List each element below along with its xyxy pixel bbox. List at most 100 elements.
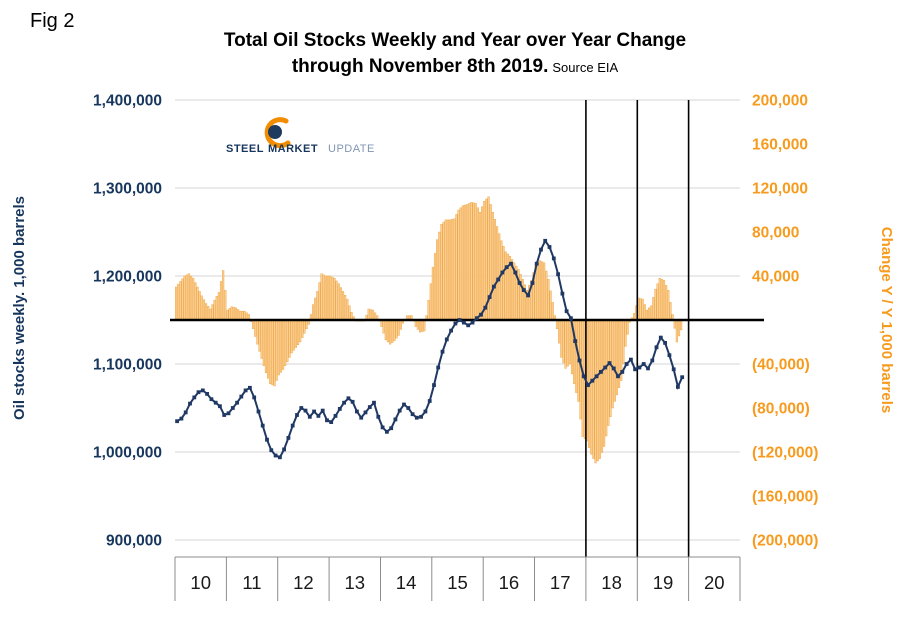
yoy-change-bar — [624, 319, 627, 347]
yoy-change-bar — [341, 291, 345, 321]
oil-stocks-marker — [183, 410, 188, 415]
yoy-change-bar — [461, 205, 464, 321]
oil-stocks-marker — [312, 409, 316, 414]
oil-stocks-marker — [200, 388, 205, 393]
x-axis-year-label: 11 — [242, 572, 261, 593]
oil-stocks-marker — [496, 277, 501, 282]
yoy-change-bar — [219, 281, 223, 321]
oil-stocks-marker — [444, 337, 449, 342]
oil-stocks-marker — [667, 353, 672, 358]
right-axis-tick-label: (160,000) — [752, 489, 818, 506]
oil-stocks-marker — [624, 362, 629, 366]
right-axis-tick-label: (200,000) — [752, 533, 818, 550]
left-axis-tick-label: 1,200,000 — [93, 269, 162, 286]
x-axis-year-label: 10 — [190, 572, 211, 593]
yoy-change-bar — [613, 319, 616, 402]
oil-stocks-marker — [509, 261, 513, 266]
oil-stocks-marker — [239, 394, 244, 399]
oil-stocks-marker — [406, 406, 411, 410]
yoy-change-bar — [459, 207, 462, 321]
right-axis-tick-label: 120,000 — [752, 181, 808, 198]
oil-stocks-marker — [547, 245, 552, 249]
yoy-change-bar — [609, 319, 612, 418]
oil-stocks-marker — [256, 409, 261, 414]
oil-stocks-marker — [248, 385, 252, 390]
yoy-change-bar — [448, 219, 452, 321]
oil-stocks-marker — [534, 261, 539, 266]
yoy-change-bar — [416, 319, 419, 330]
oil-stocks-marker — [646, 366, 650, 371]
x-axis-year-label: 18 — [601, 572, 622, 593]
yoy-change-bar — [296, 319, 300, 345]
yoy-change-bar — [286, 319, 289, 363]
right-axis-title: Change Y / Y 1,000 barrels — [878, 227, 895, 414]
yoy-change-bar — [641, 298, 644, 321]
oil-stocks-marker — [230, 406, 235, 410]
logo-text-market: MARKET — [268, 143, 318, 155]
yoy-change-bar — [470, 202, 473, 321]
oil-stocks-marker — [483, 305, 488, 310]
yoy-change-bar — [279, 319, 283, 373]
oil-stocks-marker — [581, 374, 586, 379]
yoy-change-bar — [433, 253, 437, 321]
yoy-change-bar — [639, 298, 642, 321]
oil-stocks-marker — [346, 396, 351, 401]
yoy-change-bar — [540, 261, 544, 321]
yoy-change-bar — [196, 286, 199, 321]
yoy-change-bar — [222, 270, 225, 321]
source-label: Source EIA — [552, 60, 619, 75]
oil-stocks-marker — [680, 375, 685, 380]
yoy-change-bar — [329, 275, 332, 321]
oil-stocks-marker — [457, 318, 462, 322]
yoy-change-bar — [474, 203, 477, 321]
yoy-change-bar — [481, 206, 484, 321]
oil-stocks-marker — [637, 365, 642, 370]
yoy-change-bar — [667, 290, 670, 321]
logo-graphic: STEEL MARKET UPDATE — [226, 117, 374, 155]
yoy-change-bar — [660, 279, 663, 321]
oil-stocks-marker — [337, 407, 342, 411]
yoy-change-bar — [463, 204, 467, 321]
yoy-change-bar — [260, 319, 263, 359]
yoy-change-bar — [603, 319, 606, 447]
yoy-change-bar — [429, 283, 432, 321]
yoy-change-bar — [344, 295, 347, 321]
oil-stocks-marker — [278, 455, 282, 460]
yoy-change-bar — [224, 290, 227, 321]
yoy-change-bar — [181, 278, 184, 321]
oil-stocks-marker — [504, 265, 509, 270]
oil-stocks-marker — [325, 418, 329, 423]
yoy-change-bar — [622, 319, 625, 364]
oil-stocks-marker — [342, 400, 346, 405]
oil-stocks-marker — [594, 374, 599, 379]
oil-stocks-marker — [560, 291, 565, 296]
yoy-change-bar — [506, 253, 509, 321]
yoy-change-bar — [418, 319, 422, 333]
oil-stocks-marker — [299, 406, 304, 410]
yoy-change-bar — [179, 281, 182, 321]
yoy-change-bar — [566, 319, 569, 367]
x-axis-year-label: 15 — [447, 572, 468, 593]
yoy-change-bar — [440, 224, 443, 321]
yoy-change-bar — [560, 319, 563, 358]
oil-stocks-marker — [599, 370, 603, 374]
yoy-change-bar — [446, 219, 449, 321]
yoy-change-bar — [183, 275, 186, 321]
yoy-change-bar — [397, 319, 400, 336]
yoy-change-bar — [211, 304, 214, 321]
yoy-change-bar — [382, 319, 385, 334]
yoy-change-bar — [472, 202, 475, 321]
yoy-change-bar — [393, 319, 396, 342]
oil-stocks-marker — [586, 383, 590, 387]
oil-stocks-marker — [611, 366, 616, 371]
yoy-change-bar — [346, 298, 349, 321]
yoy-change-bar — [427, 299, 430, 321]
logo-ball-icon — [268, 125, 282, 139]
oil-stocks-marker — [295, 413, 299, 417]
yoy-change-bar — [675, 319, 678, 343]
yoy-change-bar — [275, 319, 278, 381]
oil-stocks-marker — [492, 284, 496, 289]
yoy-change-bar — [442, 221, 445, 321]
